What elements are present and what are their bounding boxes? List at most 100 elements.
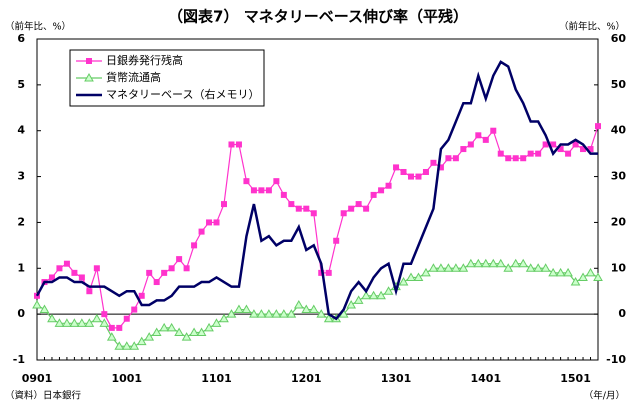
point <box>587 146 594 153</box>
point <box>518 258 529 268</box>
point <box>533 263 544 272</box>
plot-frame <box>36 38 599 361</box>
point <box>503 263 514 272</box>
point <box>421 267 431 277</box>
legend-label: 日銀券発行残高 <box>106 53 183 67</box>
point <box>99 318 110 327</box>
point <box>383 286 394 295</box>
point <box>131 306 138 313</box>
point <box>78 274 85 281</box>
point <box>488 258 499 268</box>
point <box>293 299 304 309</box>
point <box>250 187 257 194</box>
point <box>510 258 521 268</box>
y2-tick-label: 40 <box>611 124 627 137</box>
point <box>106 332 117 341</box>
point <box>258 187 265 194</box>
point <box>325 269 332 276</box>
y2-tick-label: 60 <box>611 32 627 45</box>
y-tick-label: 1 <box>17 261 25 274</box>
x-axis-label: （年/月） <box>584 390 625 402</box>
point <box>451 263 461 272</box>
point <box>235 141 242 148</box>
point <box>542 141 549 148</box>
point <box>578 272 588 281</box>
point <box>580 146 587 153</box>
point <box>408 173 414 180</box>
point <box>370 191 377 198</box>
point <box>161 269 168 276</box>
point <box>295 205 302 212</box>
point <box>495 258 506 268</box>
legend-label: マネタリーベース（右メモリ） <box>106 87 259 101</box>
point <box>310 210 317 217</box>
x-tick-label: 0901 <box>22 372 53 385</box>
point <box>437 164 444 171</box>
point <box>398 277 409 286</box>
point <box>348 205 355 212</box>
point <box>378 187 385 194</box>
point <box>512 155 519 162</box>
point <box>196 327 207 336</box>
point <box>221 201 227 208</box>
point <box>121 341 132 350</box>
point <box>243 178 250 185</box>
point <box>166 322 177 332</box>
point <box>271 309 282 318</box>
point <box>129 341 140 350</box>
point <box>234 304 244 314</box>
series-line <box>36 125 599 329</box>
point <box>368 290 379 300</box>
y-tick-label: 2 <box>17 215 25 228</box>
point <box>436 263 446 272</box>
point <box>123 315 130 322</box>
point <box>563 267 573 277</box>
y2-tick-label: 30 <box>611 170 627 183</box>
point <box>570 277 581 286</box>
y-tick-label: -1 <box>13 353 25 366</box>
point <box>54 318 65 327</box>
point <box>249 309 259 318</box>
point <box>48 274 55 281</box>
point <box>445 155 452 162</box>
point <box>593 272 603 281</box>
point <box>241 304 252 314</box>
legend-label: 貨幣流通高 <box>106 70 161 84</box>
point <box>353 295 364 304</box>
point <box>355 201 362 208</box>
point <box>138 292 145 299</box>
point <box>280 191 287 198</box>
point <box>550 141 557 148</box>
point <box>460 146 467 153</box>
point <box>144 332 155 341</box>
point <box>595 123 601 130</box>
point <box>146 269 153 276</box>
point <box>189 327 199 336</box>
point <box>318 269 325 276</box>
point <box>288 201 295 208</box>
point <box>159 322 170 332</box>
point <box>363 205 370 212</box>
point <box>176 256 183 263</box>
x-tick-label: 1101 <box>201 372 232 385</box>
point <box>101 311 108 318</box>
point <box>565 150 572 157</box>
point <box>84 72 94 82</box>
point <box>535 150 542 157</box>
point <box>385 182 392 189</box>
point <box>308 304 319 314</box>
point <box>84 318 95 327</box>
point <box>413 272 424 281</box>
point <box>361 290 371 300</box>
point <box>572 141 579 148</box>
point <box>548 267 558 277</box>
point <box>108 324 115 331</box>
point <box>520 155 527 162</box>
point <box>278 309 289 318</box>
point <box>525 263 536 272</box>
point <box>497 150 504 157</box>
point <box>183 265 190 272</box>
point <box>86 288 93 295</box>
point <box>191 242 198 249</box>
